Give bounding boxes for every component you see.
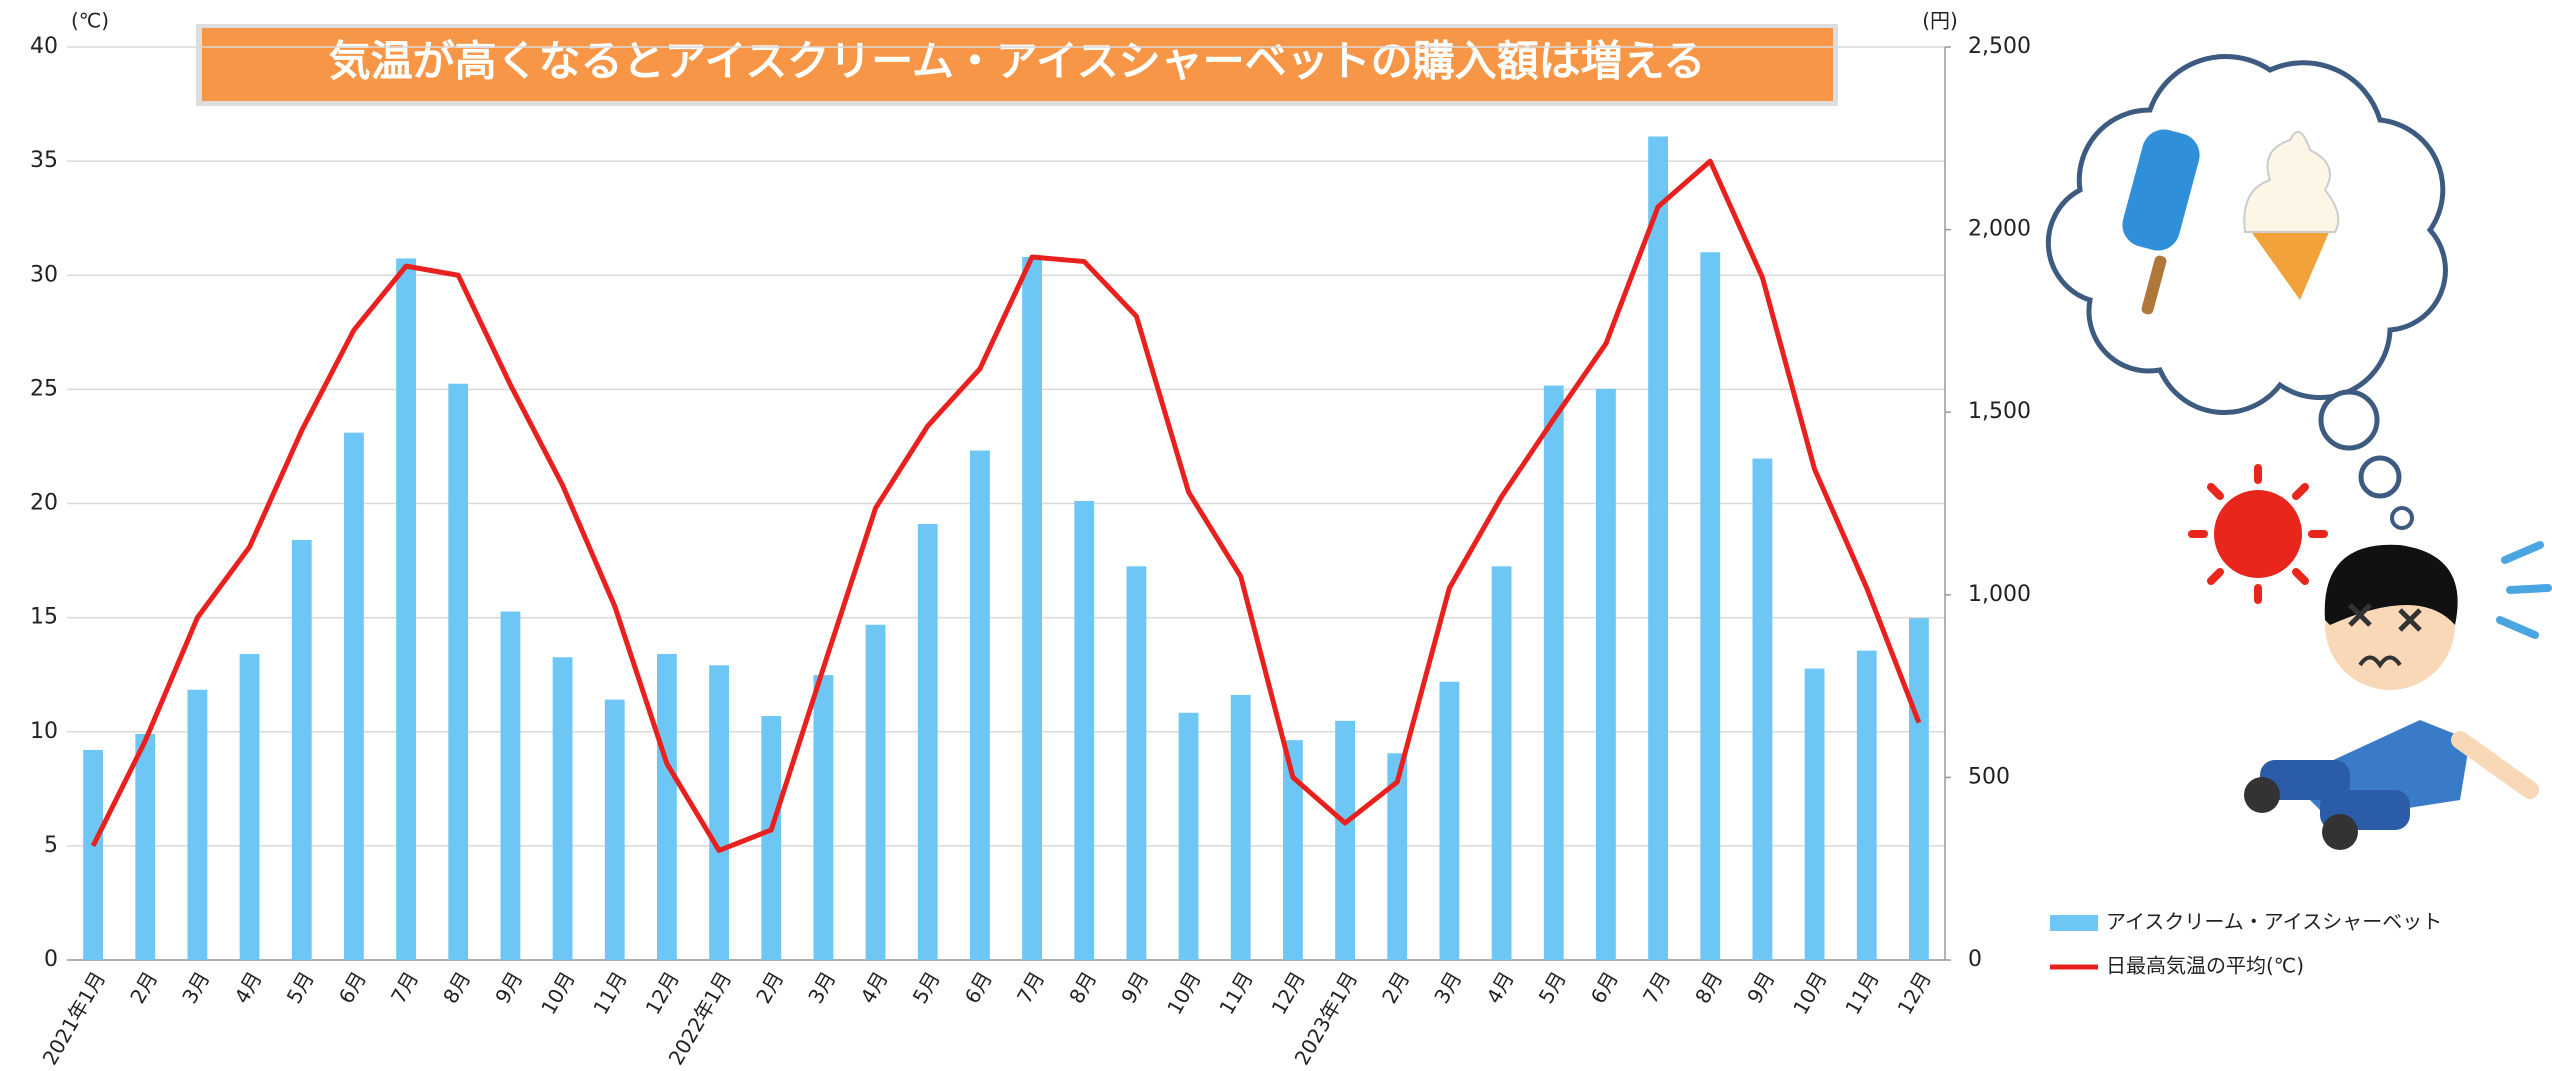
legend-label: 日最高気温の平均(℃) bbox=[2106, 954, 2304, 978]
bar bbox=[709, 665, 729, 960]
x-tick-label: 4月 bbox=[230, 967, 267, 1007]
y-tick-label: 0 bbox=[44, 947, 58, 972]
y2-tick-label: 1,000 bbox=[1968, 582, 2031, 607]
y-tick-label: 5 bbox=[44, 833, 58, 858]
bar bbox=[970, 451, 990, 960]
bar bbox=[1440, 682, 1460, 960]
bar bbox=[657, 654, 677, 960]
x-tick-label: 8月 bbox=[1064, 967, 1101, 1007]
chart: 気温が高くなるとアイスクリーム・アイスシャーベットの購入額は増える (℃) (円… bbox=[0, 0, 2552, 1071]
x-tick-label: 4月 bbox=[856, 967, 893, 1007]
bar bbox=[1753, 459, 1773, 960]
bar bbox=[344, 433, 364, 960]
x-tick-label: 5月 bbox=[908, 967, 945, 1007]
bar bbox=[1857, 651, 1877, 960]
x-tick-label: 2月 bbox=[1377, 967, 1414, 1007]
bar bbox=[814, 675, 834, 960]
bar bbox=[1127, 566, 1147, 960]
bar bbox=[83, 750, 103, 960]
bar bbox=[448, 384, 468, 960]
x-tick-label: 8月 bbox=[438, 967, 475, 1007]
line bbox=[93, 161, 1919, 850]
bar bbox=[918, 524, 938, 960]
bar bbox=[501, 612, 521, 960]
x-tick-label: 7月 bbox=[1638, 967, 1675, 1007]
bar bbox=[188, 690, 208, 960]
bar bbox=[1544, 386, 1564, 960]
x-tick-label: 10月 bbox=[1162, 967, 1206, 1018]
y-axis-unit: (℃) bbox=[71, 9, 109, 33]
bar bbox=[605, 700, 625, 960]
bar bbox=[553, 657, 573, 960]
bar bbox=[866, 625, 886, 960]
x-tick-label: 7月 bbox=[1012, 967, 1049, 1007]
x-tick-label: 6月 bbox=[1586, 967, 1623, 1007]
bar bbox=[1022, 257, 1042, 960]
y-tick-label: 20 bbox=[30, 491, 58, 516]
bar bbox=[240, 654, 260, 960]
x-tick-label: 8月 bbox=[1690, 967, 1727, 1007]
y2-tick-label: 0 bbox=[1968, 947, 1982, 972]
bar bbox=[1335, 721, 1355, 960]
bar bbox=[1231, 695, 1251, 960]
x-tick-label: 5月 bbox=[282, 967, 319, 1007]
x-tick-label: 9月 bbox=[1116, 967, 1153, 1007]
bar bbox=[1700, 252, 1720, 960]
y-tick-label: 15 bbox=[30, 605, 58, 630]
y2-tick-label: 2,000 bbox=[1968, 217, 2031, 242]
x-tick-label: 10月 bbox=[536, 967, 580, 1018]
x-tick-label: 2月 bbox=[125, 967, 162, 1007]
x-tick-label: 11月 bbox=[1214, 967, 1258, 1018]
x-tick-label: 3月 bbox=[803, 967, 840, 1007]
bar bbox=[1492, 566, 1512, 960]
x-tick-label: 7月 bbox=[386, 967, 423, 1007]
x-tick-label: 9月 bbox=[490, 967, 527, 1007]
y2-tick-label: 1,500 bbox=[1968, 399, 2031, 424]
x-tick-label: 11月 bbox=[1840, 967, 1884, 1018]
legend-label: アイスクリーム・アイスシャーベット bbox=[2106, 910, 2442, 934]
x-tick-label: 2021年1月 bbox=[38, 967, 111, 1069]
x-tick-label: 6月 bbox=[960, 967, 997, 1007]
x-tick-label: 2月 bbox=[751, 967, 788, 1007]
chart-title: 気温が高くなるとアイスクリーム・アイスシャーベットの購入額は増える bbox=[329, 37, 1706, 86]
y2-tick-label: 500 bbox=[1968, 764, 2010, 789]
y2-tick-label: 2,500 bbox=[1968, 34, 2031, 59]
x-tick-label: 5月 bbox=[1534, 967, 1571, 1007]
illustration bbox=[2048, 56, 2548, 850]
y-tick-label: 30 bbox=[30, 262, 58, 287]
y-tick-label: 40 bbox=[30, 34, 58, 59]
x-tick-label: 12月 bbox=[640, 967, 684, 1018]
bar bbox=[135, 734, 155, 960]
bar bbox=[761, 716, 781, 960]
bar bbox=[1909, 618, 1929, 960]
bar bbox=[1805, 669, 1825, 960]
y-tick-label: 25 bbox=[30, 376, 58, 401]
x-tick-label: 6月 bbox=[334, 967, 371, 1007]
x-tick-label: 10月 bbox=[1788, 967, 1832, 1018]
y2-axis-unit: (円) bbox=[1922, 9, 1958, 33]
x-tick-label: 11月 bbox=[588, 967, 632, 1018]
x-tick-label: 4月 bbox=[1482, 967, 1519, 1007]
bar bbox=[1179, 713, 1199, 960]
bar bbox=[1074, 501, 1094, 960]
y-tick-label: 10 bbox=[30, 719, 58, 744]
x-tick-label: 3月 bbox=[1429, 967, 1466, 1007]
bar bbox=[1596, 389, 1616, 960]
x-tick-label: 9月 bbox=[1742, 967, 1779, 1007]
bar bbox=[292, 540, 312, 960]
bar bbox=[396, 258, 416, 960]
x-tick-label: 12月 bbox=[1266, 967, 1310, 1018]
page: {"chart_data": { "type": "combo", "title… bbox=[0, 0, 2552, 1071]
legend-swatch bbox=[2050, 915, 2098, 931]
x-tick-label: 12月 bbox=[1892, 967, 1936, 1018]
bar bbox=[1648, 136, 1668, 960]
y-tick-label: 35 bbox=[30, 148, 58, 173]
x-tick-label: 3月 bbox=[177, 967, 214, 1007]
